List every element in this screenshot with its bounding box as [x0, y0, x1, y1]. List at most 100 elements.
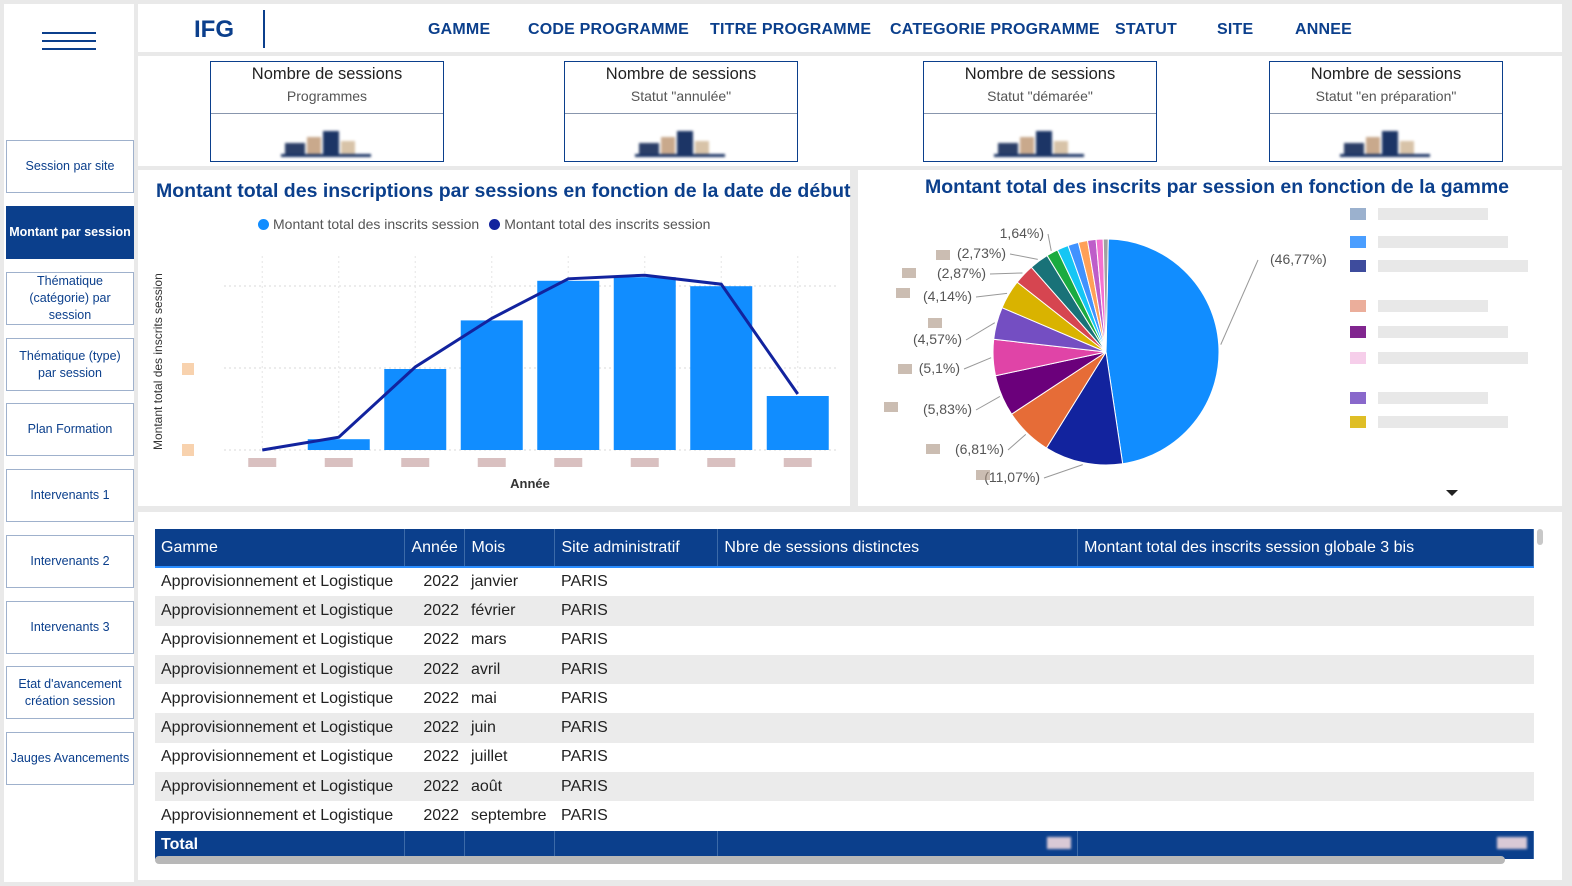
line-series — [262, 273, 799, 452]
table-cell — [718, 626, 1078, 655]
table-cell: 2022 — [423, 748, 459, 766]
pie-chart-title: Montant total des inscrits par session e… — [925, 176, 1510, 198]
filter-3[interactable]: TITRE PROGRAMME — [710, 21, 872, 38]
kpi-card-1[interactable]: Nombre de sessions Programmes — [210, 61, 444, 162]
legend-swatch-4 — [1350, 300, 1366, 312]
column-header[interactable]: Montant total des inscrits session globa… — [1077, 529, 1534, 568]
table-cell: Approvisionnement et Logistique — [161, 631, 394, 649]
legend-scroll-down-icon[interactable] — [1446, 490, 1458, 496]
table-row[interactable]: Approvisionnement et Logistique 2022 mai PA… — [155, 684, 1534, 713]
column-header[interactable]: Année — [404, 529, 466, 568]
filter-2[interactable]: CODE PROGRAMME — [528, 21, 690, 38]
legend-text-6 — [1378, 352, 1528, 364]
filter-1[interactable]: GAMME — [428, 21, 491, 38]
nav-item-4[interactable]: Thématique (type) par session — [6, 338, 134, 391]
kpi-value — [1340, 127, 1430, 157]
pie-label-1: (46,77%) — [1270, 251, 1327, 267]
nav-item-10[interactable]: Jauges Avancements — [6, 732, 134, 785]
bar-line-chart: Montant total des inscrits session Année — [151, 256, 836, 491]
nav-item-1[interactable]: Session par site — [6, 140, 134, 193]
menu-icon[interactable] — [42, 32, 96, 52]
table-cell — [717, 713, 1078, 743]
table-row[interactable]: Approvisionnement et Logistique 2022 juill… — [155, 743, 1534, 772]
legend-line-dot — [489, 218, 501, 230]
nav-item-9[interactable]: Etat d'avancement création session — [6, 666, 134, 719]
table-cell: 2022 — [423, 631, 459, 649]
table-cell: Approvisionnement et Logistique — [155, 654, 405, 685]
pie-label-4: (5,83%) — [923, 401, 972, 417]
legend-text-3 — [1378, 260, 1528, 272]
pie-category-swatch-6 — [884, 402, 898, 412]
pie-slice-1[interactable] — [1105, 238, 1220, 465]
horizontal-scrollbar[interactable] — [155, 856, 1505, 864]
kpi-subtitle: Statut "en préparation" — [1270, 88, 1502, 114]
nav-item-6[interactable]: Intervenants 1 — [6, 469, 134, 522]
pie-category-swatch-2 — [902, 268, 916, 278]
table-cell: Approvisionnement et Logistique — [161, 689, 394, 707]
filter-7[interactable]: ANNEE — [1295, 21, 1353, 38]
table-row[interactable]: Approvisionnement et Logistique 2022 août P… — [155, 772, 1534, 802]
table-cell: 2022 — [404, 654, 465, 685]
table-cell: PARIS — [554, 596, 718, 626]
pie-label-10: 1,64%) — [1000, 225, 1044, 241]
table-cell: PARIS — [554, 772, 718, 802]
table-row[interactable]: Approvisionnement et Logistique 2022 févri… — [155, 596, 1534, 626]
table-cell: PARIS — [560, 807, 608, 825]
table-cell: avril — [464, 654, 555, 685]
table-row[interactable]: Approvisionnement et Logistique 2022 janvi… — [155, 567, 1534, 596]
table-row[interactable]: Approvisionnement et Logistique 2022 avril… — [155, 654, 1534, 685]
pie-slice-2[interactable] — [1045, 350, 1124, 466]
filter-4[interactable]: CATEGORIE PROGRAMME — [890, 21, 1100, 38]
pie-leader-3 — [1007, 434, 1027, 451]
pie-chart-panel: Montant total des inscrits par session e… — [858, 170, 1562, 506]
nav-item-2[interactable]: Montant par session — [6, 206, 134, 259]
data-table: Gamme Année Mois Site administratif Nbre de … — [155, 529, 1534, 859]
table-cell — [1077, 713, 1534, 743]
table-cell: juin — [464, 713, 555, 743]
kpi-row: Nombre de sessions Programmes Nombre de se… — [138, 56, 1562, 166]
table-cell: janvier — [470, 573, 519, 591]
kpi-card-3[interactable]: Nombre de sessions Statut "démarée" — [923, 61, 1157, 162]
pie-leader-1 — [1220, 259, 1259, 345]
pie-category-swatch-8 — [976, 470, 990, 480]
table-cell — [1077, 654, 1534, 685]
table-cell — [717, 772, 1078, 802]
table-cell: février — [464, 596, 555, 626]
pie-category-swatch-5 — [898, 364, 912, 374]
pie-slice-16[interactable] — [1102, 238, 1109, 353]
total-label: Total — [155, 830, 406, 859]
kpi-subtitle: Programmes — [211, 88, 443, 114]
filter-6[interactable]: SITE — [1217, 21, 1254, 38]
legend-swatch-7 — [1350, 392, 1366, 404]
kpi-card-4[interactable]: Nombre de sessions Statut "en préparation… — [1269, 61, 1503, 162]
y-tick-label-2 — [182, 444, 194, 456]
nav-item-8[interactable]: Intervenants 3 — [6, 601, 134, 654]
pie-leader-7 — [975, 292, 1008, 298]
x-tick-label-5 — [554, 458, 583, 467]
table-row[interactable]: Approvisionnement et Logistique 2022 septe… — [155, 801, 1534, 830]
column-header[interactable]: Site administratif — [554, 529, 719, 568]
column-header[interactable]: Nbre de sessions distinctes — [717, 529, 1079, 568]
table-cell — [718, 743, 1078, 772]
table-cell: PARIS — [560, 573, 608, 591]
y-tick-label-1 — [182, 363, 194, 375]
nav-item-3[interactable]: Thématique (catégorie) par session — [6, 272, 134, 325]
table-cell: mai — [470, 689, 497, 707]
pie-label-8: (2,87%) — [937, 265, 986, 281]
column-header[interactable]: Gamme — [155, 529, 406, 568]
column-header[interactable]: Mois — [464, 529, 556, 568]
table-row[interactable]: Approvisionnement et Logistique 2022 mars P… — [155, 626, 1534, 655]
vertical-scrollbar[interactable] — [1537, 529, 1543, 545]
table-cell: 2022 — [423, 807, 459, 825]
table-panel: Gamme Année Mois Site administratif Nbre de … — [138, 512, 1562, 880]
nav-item-7[interactable]: Intervenants 2 — [6, 535, 134, 588]
table-row[interactable]: Approvisionnement et Logistique 2022 juin P… — [155, 713, 1534, 743]
filter-5[interactable]: STATUT — [1115, 21, 1177, 38]
table-cell — [1077, 596, 1534, 626]
table-cell: PARIS — [560, 689, 608, 707]
nav-item-5[interactable]: Plan Formation — [6, 403, 134, 456]
kpi-card-2[interactable]: Nombre de sessions Statut "annulée" — [564, 61, 798, 162]
logo-divider — [263, 10, 265, 48]
total-amount-value — [1497, 836, 1527, 849]
legend-bar-label: Montant total des inscrits session — [273, 216, 480, 232]
